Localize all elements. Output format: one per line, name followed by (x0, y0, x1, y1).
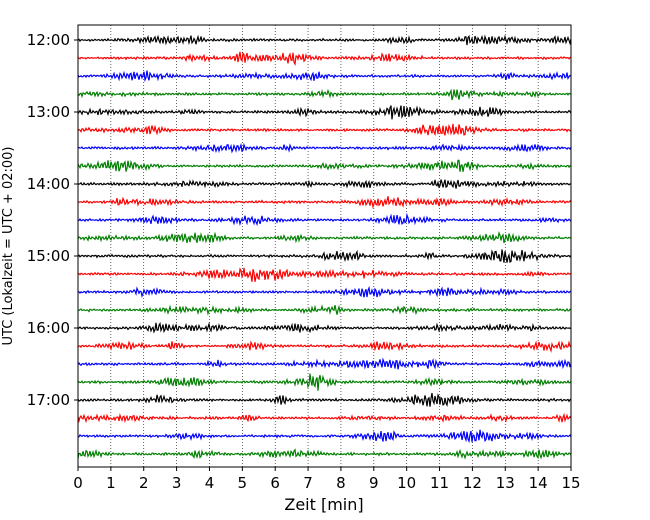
x-axis: 0 1 2 3 4 5 6 7 8 9 10 11 12 13 14 15 (73, 467, 581, 492)
x-tick-label: 6 (270, 474, 280, 492)
x-tick-label: 3 (172, 474, 182, 492)
x-tick-label: 13 (496, 474, 515, 492)
x-tick-label: 4 (205, 474, 215, 492)
x-tick-label: 0 (73, 474, 83, 492)
y-tick-label: 12:00 (27, 31, 70, 49)
seismogram-trace (77, 448, 572, 460)
x-tick-label: 15 (561, 474, 580, 492)
seismogram-trace (77, 249, 572, 263)
y-axis-label: UTC (Lokalzeit = UTC + 02:00) (1, 147, 16, 346)
seismogram-trace (77, 267, 572, 282)
x-tick-label: 2 (139, 474, 149, 492)
seismogram-trace (77, 392, 572, 407)
y-tick-label: 13:00 (27, 103, 70, 121)
seismogram-trace (77, 304, 572, 316)
seismogram-trace (77, 51, 572, 66)
x-tick-label: 12 (463, 474, 482, 492)
seismogram-trace (77, 285, 572, 299)
seismogram-trace (77, 142, 572, 154)
seismogram-trace (77, 88, 572, 101)
seismogram-trace (77, 373, 572, 391)
x-tick-label: 5 (238, 474, 248, 492)
seismogram-trace (77, 196, 572, 209)
x-tick-label: 7 (303, 474, 313, 492)
seismogram-trace (77, 123, 572, 137)
y-tick-label: 17:00 (27, 391, 70, 409)
y-tick-label: 14:00 (27, 175, 70, 193)
x-tick-label: 9 (369, 474, 379, 492)
y-axis: 12:00 13:00 14:00 15:00 16:00 17:00 (27, 31, 78, 409)
seismogram-trace (77, 159, 572, 172)
seismogram-trace (77, 340, 572, 353)
seismogram-trace (77, 429, 572, 444)
x-axis-label: Zeit [min] (284, 495, 363, 514)
seismogram-trace (77, 412, 572, 424)
seismogram-trace (77, 321, 572, 334)
x-tick-label: 8 (336, 474, 346, 492)
seismogram-traces (77, 34, 572, 460)
plot-frame (77, 24, 572, 468)
seismogram-trace (77, 179, 572, 189)
plot-area-background (78, 25, 571, 467)
x-tick-label: 14 (529, 474, 548, 492)
seismogram-trace (77, 357, 572, 370)
x-tick-label: 1 (106, 474, 116, 492)
y-tick-label: 16:00 (27, 319, 70, 337)
x-tick-label: 11 (430, 474, 449, 492)
x-tick-label: 10 (397, 474, 416, 492)
seismogram-trace (77, 70, 572, 83)
seismogram-trace (77, 34, 572, 46)
seismogram-trace (77, 212, 572, 227)
y-tick-label: 15:00 (27, 247, 70, 265)
seismogram-trace (77, 105, 572, 120)
seismogram-trace (77, 231, 572, 244)
